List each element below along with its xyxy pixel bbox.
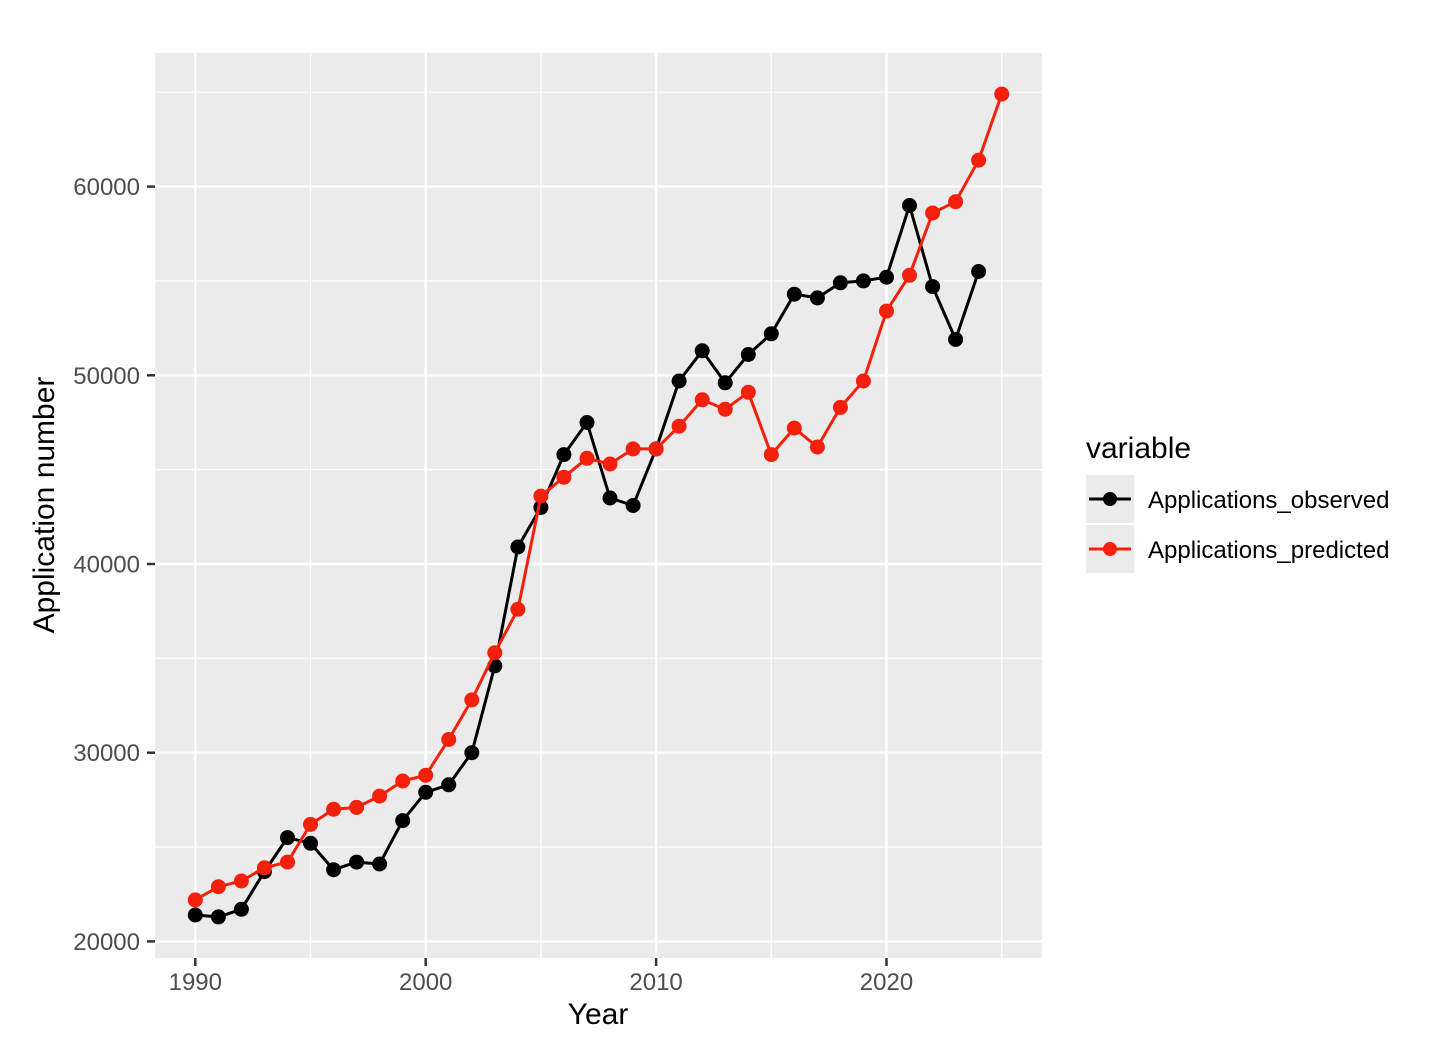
point-applications-observed bbox=[832, 275, 848, 291]
point-applications-predicted bbox=[280, 854, 295, 870]
point-applications-predicted bbox=[418, 767, 434, 783]
legend-key-point-applications-predicted bbox=[1103, 542, 1117, 556]
y-tick-label: 50000 bbox=[73, 363, 140, 390]
point-applications-observed bbox=[879, 269, 894, 285]
point-applications-predicted bbox=[648, 441, 664, 457]
point-applications-observed bbox=[671, 373, 687, 389]
point-applications-predicted bbox=[809, 439, 825, 455]
point-applications-observed bbox=[326, 862, 342, 878]
legend-keys bbox=[1086, 475, 1134, 573]
point-applications-observed bbox=[464, 745, 480, 761]
point-applications-predicted bbox=[441, 732, 457, 747]
point-applications-predicted bbox=[925, 205, 941, 221]
point-applications-observed bbox=[694, 343, 710, 359]
point-applications-observed bbox=[280, 830, 295, 846]
point-applications-observed bbox=[187, 907, 203, 923]
point-applications-predicted bbox=[971, 152, 987, 168]
point-applications-predicted bbox=[994, 86, 1010, 102]
point-applications-observed bbox=[625, 498, 641, 513]
point-applications-observed bbox=[510, 539, 526, 555]
point-applications-predicted bbox=[187, 892, 203, 908]
legend-key-point-applications-observed bbox=[1103, 492, 1117, 506]
point-applications-observed bbox=[349, 854, 365, 870]
point-applications-observed bbox=[233, 901, 249, 917]
point-applications-observed bbox=[395, 813, 411, 829]
point-applications-predicted bbox=[487, 645, 503, 661]
point-applications-predicted bbox=[671, 418, 687, 434]
y-axis-title: Application number bbox=[28, 377, 61, 634]
point-applications-predicted bbox=[533, 488, 549, 504]
point-applications-predicted bbox=[556, 469, 572, 485]
point-applications-predicted bbox=[694, 392, 710, 408]
point-applications-predicted bbox=[786, 420, 802, 436]
point-applications-predicted bbox=[948, 194, 964, 210]
point-applications-observed bbox=[948, 331, 964, 347]
point-applications-observed bbox=[441, 777, 457, 793]
point-applications-predicted bbox=[717, 401, 733, 417]
point-applications-predicted bbox=[326, 801, 342, 817]
point-applications-observed bbox=[602, 490, 618, 506]
series-layer bbox=[187, 86, 1010, 925]
plot-panel bbox=[155, 53, 1042, 958]
point-applications-observed bbox=[809, 290, 825, 306]
point-applications-predicted bbox=[763, 447, 779, 463]
point-applications-predicted bbox=[303, 816, 318, 832]
point-applications-predicted bbox=[256, 860, 272, 876]
x-tick-label: 2020 bbox=[860, 969, 913, 996]
point-applications-predicted bbox=[832, 399, 848, 415]
point-applications-predicted bbox=[372, 788, 388, 804]
panel-background bbox=[155, 53, 1042, 958]
point-applications-predicted bbox=[740, 384, 756, 400]
x-tick-label: 1990 bbox=[169, 969, 222, 996]
legend: variable Applications_observed Applicati… bbox=[1086, 432, 1390, 573]
y-tick-label: 60000 bbox=[73, 174, 140, 201]
point-applications-predicted bbox=[579, 450, 595, 466]
point-applications-predicted bbox=[625, 441, 641, 457]
point-applications-observed bbox=[763, 326, 779, 342]
axis-layer: 1990 2000 2010 2020 20000 30000 40000 50000 6000… bbox=[73, 174, 913, 996]
point-applications-predicted bbox=[879, 303, 894, 319]
point-applications-predicted bbox=[855, 373, 871, 389]
point-applications-observed bbox=[303, 835, 318, 851]
point-applications-observed bbox=[210, 909, 226, 925]
point-applications-observed bbox=[902, 198, 917, 213]
point-applications-observed bbox=[579, 415, 595, 430]
point-applications-observed bbox=[418, 784, 434, 800]
point-applications-predicted bbox=[510, 601, 526, 617]
point-applications-predicted bbox=[210, 879, 226, 895]
point-applications-predicted bbox=[902, 267, 917, 283]
x-tick-label: 2000 bbox=[399, 969, 452, 996]
point-applications-observed bbox=[855, 273, 871, 289]
point-applications-predicted bbox=[349, 799, 365, 815]
point-applications-observed bbox=[740, 347, 756, 362]
point-applications-observed bbox=[372, 856, 388, 872]
point-applications-predicted bbox=[464, 692, 480, 708]
point-applications-observed bbox=[786, 286, 802, 302]
point-applications-observed bbox=[925, 279, 941, 295]
legend-label-predicted: Applications_predicted bbox=[1148, 537, 1390, 564]
legend-title: variable bbox=[1086, 432, 1191, 465]
point-applications-predicted bbox=[395, 773, 411, 789]
point-applications-observed bbox=[971, 264, 987, 279]
point-applications-observed bbox=[556, 447, 572, 463]
x-tick-label: 2010 bbox=[629, 969, 682, 996]
x-axis-title: Year bbox=[568, 998, 629, 1031]
legend-label-observed: Applications_observed bbox=[1148, 487, 1390, 514]
point-applications-predicted bbox=[233, 873, 249, 889]
point-applications-predicted bbox=[602, 456, 618, 472]
point-applications-observed bbox=[717, 375, 733, 391]
y-tick-label: 40000 bbox=[73, 552, 140, 579]
y-tick-label: 30000 bbox=[73, 740, 140, 767]
y-tick-label: 20000 bbox=[73, 929, 140, 956]
